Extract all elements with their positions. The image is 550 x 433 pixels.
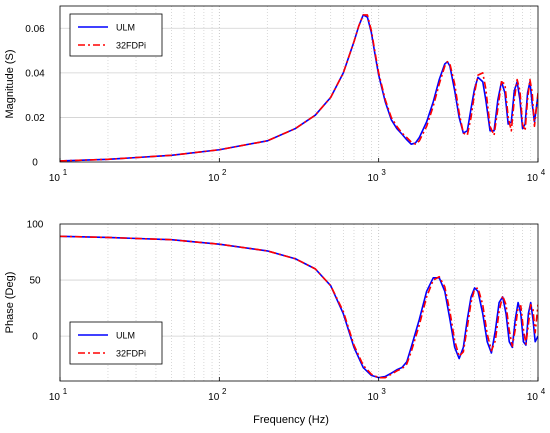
series-line-32fdpi	[60, 235, 538, 379]
y-tick-label: 0.04	[25, 68, 45, 79]
y-tick-label: 0	[32, 158, 38, 169]
x-tick-label: 10 2	[208, 168, 227, 184]
axes-box	[59, 223, 539, 382]
series-line-ulm	[60, 235, 538, 379]
y-tick-label: 0.06	[25, 24, 45, 35]
legend-label: ULM	[116, 331, 135, 341]
x-tick-label: 10 4	[527, 168, 546, 184]
panel-magnitude: 10 1 10 2 10 3 10 4 0 0.02 0.04 0.06 Magnitude (…	[4, 5, 546, 184]
legend: ULM 32FDPi	[69, 13, 163, 57]
legend: ULM 32FDPi	[69, 321, 163, 365]
x-tick-label: 10 4	[527, 387, 546, 403]
y-tick-label: 0	[32, 332, 38, 343]
y-axis-label: Phase (Deg)	[4, 272, 16, 334]
legend-label: ULM	[116, 23, 135, 33]
x-tick-label: 10 1	[49, 387, 68, 403]
x-tick-label: 10 1	[49, 168, 68, 184]
x-axis-label: Frequency (Hz)	[253, 414, 329, 426]
y-tick-label: 50	[29, 276, 41, 287]
legend-box	[69, 321, 163, 365]
legend-box	[69, 13, 163, 57]
y-tick-label: 100	[27, 220, 44, 231]
x-tick-label: 10 3	[367, 168, 386, 184]
panel-phase: 10 1 10 2 10 3 10 4 0 50 100 Phase (Deg) Frequen…	[4, 220, 546, 427]
x-tick-label: 10 3	[367, 387, 386, 403]
y-tick-label: 0.02	[25, 113, 45, 124]
legend-label: 32FDPi	[116, 349, 146, 359]
x-tick-label: 10 2	[208, 387, 227, 403]
y-axis-label: Magnitude (S)	[4, 49, 16, 118]
axes-box	[59, 5, 539, 163]
series-line-32fdpi	[60, 14, 538, 162]
legend-label: 32FDPi	[116, 41, 146, 51]
